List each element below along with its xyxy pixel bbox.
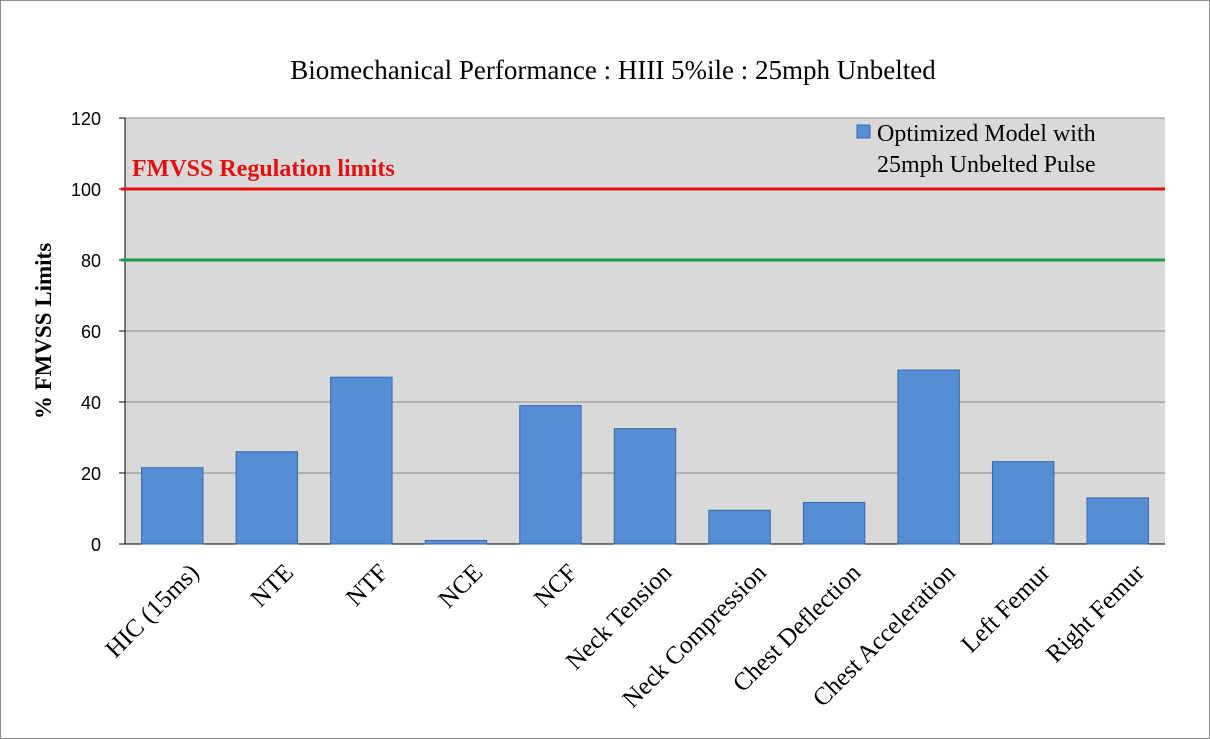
bar-hic-15ms (141, 467, 204, 545)
legend-swatch (856, 124, 871, 139)
x-tick-label: NCE (434, 559, 488, 613)
y-tick-label: 60 (81, 322, 101, 342)
y-tick-label: 80 (81, 251, 101, 271)
bar-neck-compression (708, 509, 771, 545)
bar-ncf (519, 405, 582, 545)
legend-label-line-1: Optimized Model with (877, 121, 1096, 147)
y-axis-ticks: 0 20 40 60 80 100 120 (71, 109, 1165, 555)
y-tick-label: 100 (71, 180, 101, 200)
bar-right-femur (1086, 497, 1149, 545)
reference-lines: FMVSS Regulation limits (121, 156, 1165, 262)
x-tick-label: NTE (246, 559, 299, 612)
x-tick-label: HIC (15ms) (100, 559, 204, 663)
x-tick-label: Right Femur (1041, 559, 1150, 668)
legend-label-line-2: 25mph Unbelted Pulse (877, 152, 1096, 178)
x-tick-label: NTF (341, 559, 393, 611)
bar-nte (235, 451, 299, 545)
y-tick-label: 0 (91, 535, 101, 555)
bars (141, 369, 1149, 545)
bar-nce (424, 539, 488, 545)
y-axis-label: % FMVSS Limits (31, 243, 56, 419)
y-tick-label: 120 (71, 109, 101, 129)
bar-chest-acceleration (897, 369, 960, 545)
bar-neck-tension (613, 428, 677, 545)
bar-left-femur (991, 461, 1055, 545)
x-tick-label: Left Femur (956, 559, 1056, 659)
bar-ntf (330, 376, 393, 545)
reference-line-label: FMVSS Regulation limits (132, 156, 395, 182)
y-tick-label: 20 (81, 464, 101, 484)
legend: Optimized Model with 25mph Unbelted Puls… (856, 121, 1102, 178)
y-tick-label: 40 (81, 393, 101, 413)
bar-chest-deflection (802, 501, 866, 545)
legend-label: Optimized Model with 25mph Unbelted Puls… (877, 121, 1102, 178)
chart-title: Biomechanical Performance : HIII 5%ile :… (290, 55, 936, 85)
x-tick-label: NCF (529, 559, 582, 612)
